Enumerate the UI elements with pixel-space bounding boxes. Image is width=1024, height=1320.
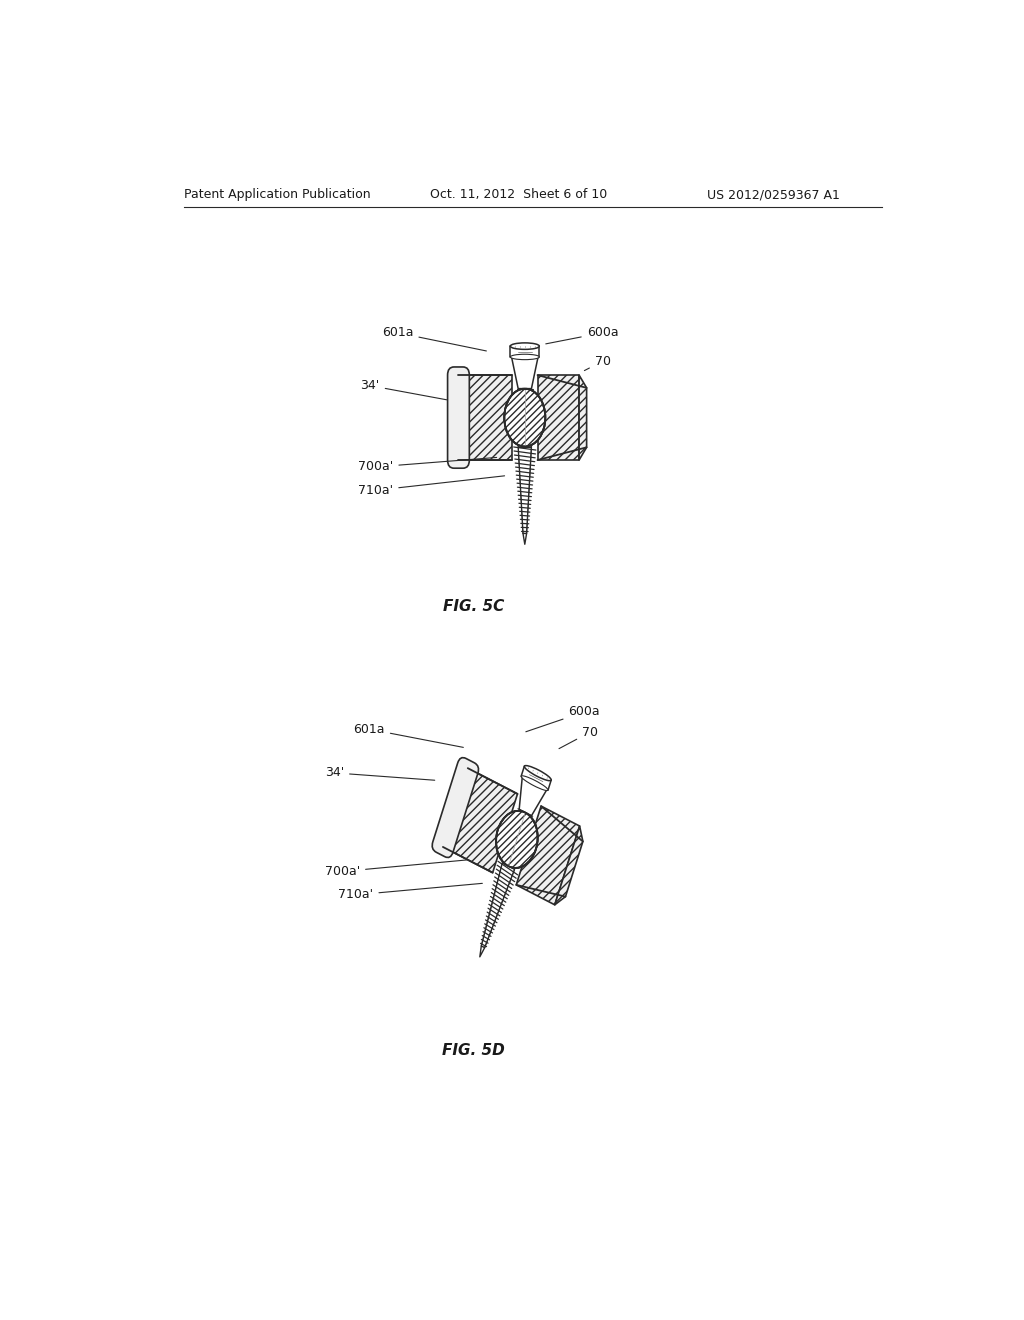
Polygon shape <box>523 533 526 544</box>
Polygon shape <box>538 375 580 461</box>
Polygon shape <box>480 946 484 957</box>
Ellipse shape <box>504 388 546 446</box>
Text: 70: 70 <box>585 355 610 371</box>
Text: 710a': 710a' <box>338 883 482 902</box>
FancyBboxPatch shape <box>432 758 478 858</box>
Polygon shape <box>512 356 538 388</box>
Text: 601a: 601a <box>382 326 486 351</box>
Text: Oct. 11, 2012  Sheet 6 of 10: Oct. 11, 2012 Sheet 6 of 10 <box>430 189 607 202</box>
Text: 700a': 700a' <box>325 859 467 878</box>
Polygon shape <box>519 776 547 816</box>
Polygon shape <box>555 826 583 904</box>
Ellipse shape <box>524 766 551 780</box>
Text: Patent Application Publication: Patent Application Publication <box>183 189 371 202</box>
Text: 700a': 700a' <box>358 458 497 474</box>
Text: US 2012/0259367 A1: US 2012/0259367 A1 <box>708 189 841 202</box>
Text: FIG. 5C: FIG. 5C <box>442 599 504 614</box>
Text: 710a': 710a' <box>358 475 505 496</box>
Polygon shape <box>518 446 531 533</box>
Text: 70: 70 <box>559 726 598 748</box>
Polygon shape <box>510 346 540 356</box>
Polygon shape <box>521 766 551 791</box>
Text: 34': 34' <box>325 767 435 780</box>
Polygon shape <box>443 768 517 873</box>
Text: 600a: 600a <box>546 326 618 345</box>
Ellipse shape <box>521 776 548 791</box>
Ellipse shape <box>510 343 540 350</box>
Ellipse shape <box>496 810 538 869</box>
Polygon shape <box>516 807 580 904</box>
Text: 600a: 600a <box>526 705 600 731</box>
Polygon shape <box>580 375 587 461</box>
Polygon shape <box>518 809 532 816</box>
FancyBboxPatch shape <box>447 367 469 469</box>
Text: 34': 34' <box>360 379 446 400</box>
Text: FIG. 5D: FIG. 5D <box>441 1043 505 1057</box>
Polygon shape <box>502 863 514 870</box>
Ellipse shape <box>510 354 540 359</box>
Polygon shape <box>481 863 514 948</box>
Polygon shape <box>459 375 512 461</box>
Text: 601a: 601a <box>353 722 463 747</box>
